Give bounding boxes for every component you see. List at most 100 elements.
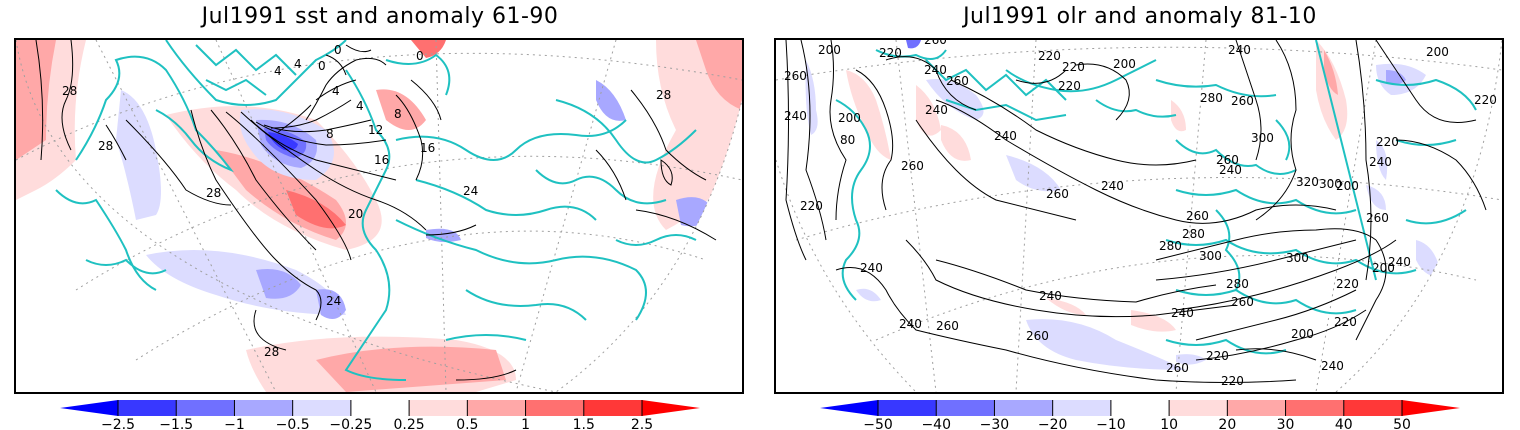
contour-label: 220 — [1038, 49, 1061, 63]
contour-label: 28 — [264, 345, 279, 359]
contour-label: 260 — [1166, 361, 1189, 375]
anomaly-patch — [846, 70, 891, 160]
contour-label: 260 — [924, 40, 947, 47]
contour-label: 220 — [1336, 277, 1359, 291]
contour-label: 16 — [420, 141, 435, 155]
colorbar-swatch — [1052, 400, 1111, 416]
contour-label: 280 — [1182, 227, 1205, 241]
contour-label: 4 — [294, 57, 302, 71]
anomaly-patch — [1366, 185, 1386, 210]
contour-label: 240 — [924, 63, 947, 77]
anomaly-patch — [916, 85, 941, 136]
colorbar-tick-label: −0.5 — [276, 417, 310, 430]
sst-anomaly-shading — [16, 40, 742, 392]
colorbar-tick-label: −0.25 — [329, 417, 372, 430]
contour-label: 200 — [1372, 261, 1395, 275]
contour-label: 20 — [348, 207, 363, 221]
contour-label: 220 — [1474, 93, 1497, 107]
contour-label: 28 — [62, 84, 77, 98]
colorbar-tick-label: −10 — [1096, 417, 1126, 430]
contour-label: 240 — [1101, 179, 1124, 193]
colorbar-tick-label: 2.5 — [631, 417, 653, 430]
anomaly-patch — [116, 90, 161, 220]
contour-label: 300 — [1199, 249, 1222, 263]
anomaly-patch — [696, 40, 742, 110]
anomaly-patch — [1176, 354, 1206, 365]
colorbar-swatch — [467, 400, 526, 416]
sst-contour-labels: 28 28 28 4 4 0 0 0 4 4 8 12 16 16 8 20 2… — [62, 43, 671, 359]
contour-label: 240 — [1219, 163, 1242, 177]
contour-label: 220 — [1058, 79, 1081, 93]
anomaly-patch — [1324, 50, 1338, 95]
sst-contours — [35, 40, 717, 381]
contour-label: 24 — [326, 294, 341, 308]
colorbar-swatch — [292, 400, 351, 416]
colorbar-arrow-high — [1402, 400, 1460, 416]
contour-label: 16 — [374, 153, 389, 167]
contour-label: 240 — [1039, 289, 1062, 303]
anomaly-patch — [146, 250, 346, 315]
contour-label: 260 — [1216, 153, 1239, 167]
contour-label: 4 — [332, 84, 340, 98]
olr-map: 200 220 260 240 260 220 220 200 220 240 … — [774, 38, 1504, 394]
contour-label: 4 — [356, 99, 364, 113]
contour-label: 0 — [416, 49, 424, 63]
anomaly-patch — [411, 40, 446, 58]
contour-label: 4 — [274, 64, 282, 78]
contour-label: 240 — [1388, 255, 1411, 269]
colorbar-swatch — [583, 400, 642, 416]
contour-label: 260 — [936, 319, 959, 333]
anomaly-patch — [1131, 310, 1176, 332]
contour-label: 240 — [1369, 155, 1392, 169]
contour-label: 220 — [1062, 60, 1085, 74]
olr-panel-title: Jul1991 olr and anomaly 81-10 — [963, 4, 1317, 29]
anomaly-patch — [1171, 100, 1186, 132]
colorbar-swatch — [118, 400, 177, 416]
colorbar-tick-label: −1 — [224, 417, 245, 430]
contour-label: 320 — [1296, 175, 1319, 189]
anomaly-patch — [268, 132, 298, 151]
contour-label: 200 — [1336, 179, 1359, 193]
colorbar-tick-label: −2.5 — [101, 417, 135, 430]
contour-label: 260 — [1231, 295, 1254, 309]
contour-label: 200 — [1113, 57, 1136, 71]
colorbar-swatch — [1110, 400, 1170, 416]
contour-label: 24 — [463, 184, 478, 198]
contour-label: 300 — [1251, 131, 1274, 145]
olr-anomaly-shading — [805, 40, 1441, 370]
sst-panel: Jul1991 sst and anomaly 61-90 — [14, 4, 744, 430]
anomaly-patch — [596, 80, 626, 121]
contour-label: 260 — [901, 159, 924, 173]
contour-label: 280 — [1200, 91, 1223, 105]
contour-label: 240 — [784, 109, 807, 123]
colorbar-tick-label: −40 — [921, 417, 951, 430]
colorbar-tick-label: 1.5 — [573, 417, 595, 430]
colorbar-swatch — [234, 400, 293, 416]
contour-label: 240 — [899, 317, 922, 331]
contour-label: 28 — [206, 186, 221, 200]
colorbar-swatch — [878, 400, 937, 416]
contour-label: 200 — [1426, 45, 1449, 59]
sst-map: 28 28 28 4 4 0 0 0 4 4 8 12 16 16 8 20 2… — [14, 38, 744, 394]
contour-label: 220 — [1376, 135, 1399, 149]
anomaly-patch — [256, 269, 301, 299]
contour-label: 200 — [818, 43, 841, 57]
olr-colorbar-canvas: −50 −40 −30 −20 −10 10 20 30 40 50 — [820, 400, 1460, 430]
anomaly-patch — [376, 89, 426, 130]
colorbar-arrow-low — [60, 400, 118, 416]
contour-label: 260 — [946, 74, 969, 88]
colorbar-tick-label: −1.5 — [159, 417, 193, 430]
olr-domain-arc — [776, 40, 1502, 392]
colorbar-swatch — [1169, 400, 1228, 416]
contour-label: 240 — [925, 103, 948, 117]
colorbar-tick-label: −30 — [980, 417, 1010, 430]
anomaly-patch — [1046, 298, 1086, 315]
sst-map-canvas: 28 28 28 4 4 0 0 0 4 4 8 12 16 16 8 20 2… — [16, 40, 742, 392]
olr-map-canvas: 200 220 260 240 260 220 220 200 220 240 … — [776, 40, 1502, 392]
anomaly-patch — [941, 125, 971, 161]
colorbar-arrow-high — [642, 400, 700, 416]
contour-label: 220 — [800, 199, 823, 213]
contour-label: 300 — [1319, 177, 1342, 191]
colorbar-swatch — [1285, 400, 1344, 416]
anomaly-patch — [805, 60, 818, 135]
